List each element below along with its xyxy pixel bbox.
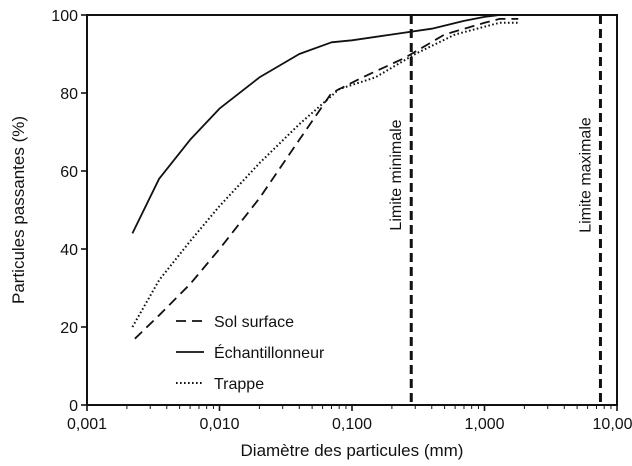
- y-tick-label: 0: [69, 398, 78, 415]
- legend-label-1: Échantillonneur: [214, 343, 325, 362]
- plot-frame: [86, 14, 618, 406]
- x-axis-title: Diamètre des particules (mm): [241, 441, 464, 460]
- y-tick-label: 100: [51, 8, 78, 25]
- legend-label-0: Sol surface: [214, 314, 294, 331]
- series-line-0: [134, 18, 519, 340]
- x-tick-label: 0,001: [67, 416, 107, 433]
- limit-minimale-label: Limite minimale: [388, 119, 405, 230]
- limit-maximale-label: Limite maximale: [577, 117, 594, 233]
- x-tick-label: 0,010: [199, 416, 239, 433]
- y-tick-label: 40: [60, 242, 78, 259]
- y-tick-label: 20: [60, 320, 78, 337]
- legend-label-2: Trappe: [214, 376, 264, 393]
- x-tick-label: 0,100: [332, 416, 372, 433]
- x-tick-label: 1,000: [464, 416, 504, 433]
- series-line-1: [131, 14, 519, 234]
- y-axis-title: Particules passantes (%): [9, 116, 28, 304]
- x-tick-label: 10,000: [593, 416, 632, 433]
- y-tick-label: 60: [60, 164, 78, 181]
- y-tick-label: 80: [60, 86, 78, 103]
- series-line-2: [131, 21, 519, 328]
